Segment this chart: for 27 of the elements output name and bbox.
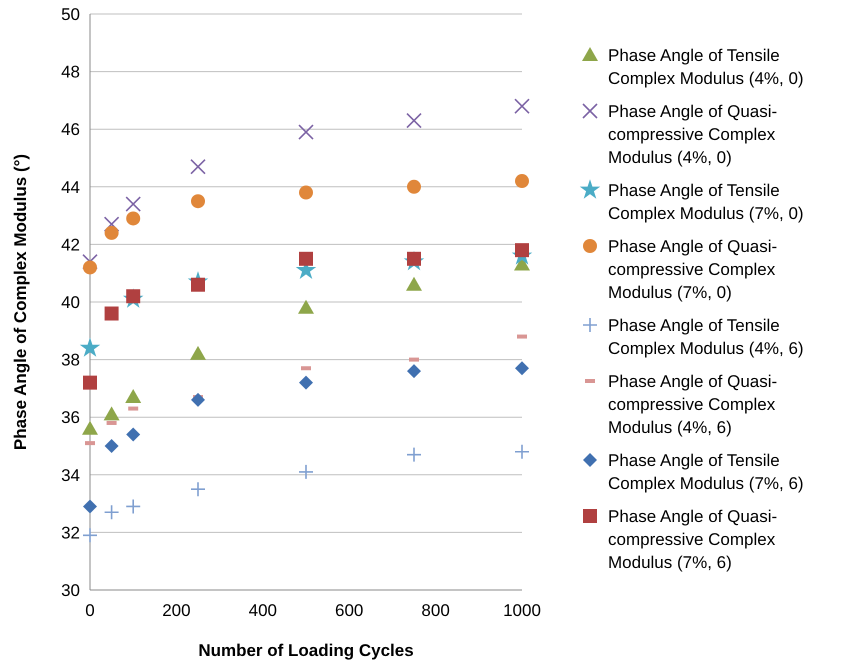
y-tick-label: 32 — [61, 523, 80, 542]
x-tick-label: 600 — [335, 601, 364, 620]
y-tick-label: 46 — [61, 120, 80, 140]
x-tick-label: 400 — [248, 601, 277, 620]
x-axis-title: Number of Loading Cycles — [198, 641, 414, 660]
y-tick-label: 50 — [61, 4, 80, 24]
y-tick-label: 38 — [61, 350, 80, 370]
legend-label: Phase Angle of Quasi-compressive Complex Modulus (4%, 0) — [608, 102, 778, 167]
legend-label: Phase Angle of Quasi-compressive Complex Modulus (7%, 6) — [608, 507, 778, 572]
legend-label: Phase Angle of Quasi-compressive Complex Modulus (4%, 6) — [608, 372, 778, 437]
legend-label: Phase Angle of Tensile Complex Modulus (7%, 0) — [608, 181, 804, 223]
legend-label: Phase Angle of Quasi-compressive Complex Modulus (7%, 0) — [608, 237, 778, 302]
legend-label: Phase Angle of Tensile Complex Modulus (4%, 0) — [608, 46, 804, 88]
y-tick-label: 36 — [61, 408, 80, 428]
y-tick-label: 34 — [61, 466, 80, 485]
y-axis-title: Phase Angle of Complex Modulus (°) — [11, 154, 30, 450]
y-tick-label: 40 — [61, 292, 80, 312]
y-tick-label: 48 — [61, 62, 80, 82]
legend-label: Phase Angle of Tensile Complex Modulus (4%, 6) — [608, 316, 804, 358]
x-tick-label: 200 — [162, 601, 191, 620]
x-tick-label: 1000 — [503, 601, 541, 620]
legend-label: Phase Angle of Tensile Complex Modulus (7%, 6) — [608, 451, 804, 493]
y-tick-label: 30 — [61, 580, 80, 600]
y-tick-label: 42 — [61, 235, 80, 254]
x-tick-label: 800 — [421, 601, 450, 620]
y-tick-label: 44 — [61, 178, 80, 197]
x-tick-label: 0 — [85, 601, 95, 620]
